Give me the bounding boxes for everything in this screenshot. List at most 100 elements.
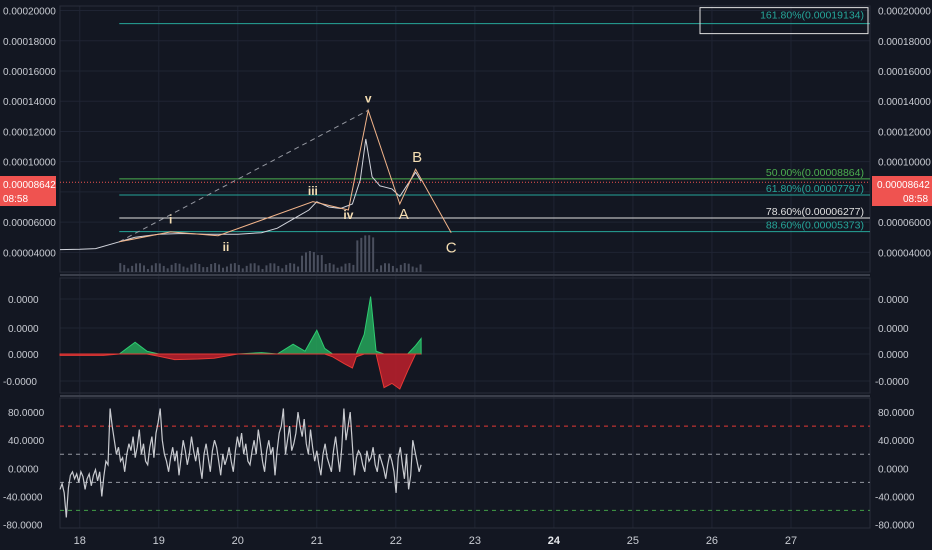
x-tick-label: 19 <box>153 535 165 547</box>
volume-bar <box>328 263 331 272</box>
price-panel[interactable]: 161.80%(0.00019134) 50.00%(0.00008864) 61.… <box>3 7 931 272</box>
volume-bar <box>395 268 398 272</box>
rsi-y-tick-label: 0.0000 <box>8 464 39 475</box>
volume-bar <box>324 264 327 272</box>
fib-level-label: 50.00%(0.00008864) <box>766 167 864 179</box>
volume-bar <box>202 267 205 272</box>
osc-y-tick-label: 0.0000 <box>8 350 39 361</box>
current-price-left: 0.00008642 <box>3 180 56 191</box>
volume-bar <box>281 268 284 272</box>
elliott-wave-path[interactable] <box>119 108 452 243</box>
volume-bar <box>249 263 252 272</box>
volume-bar <box>253 263 256 272</box>
x-tick-label: 25 <box>627 535 639 547</box>
volume-bar <box>241 268 244 272</box>
pane-border <box>59 397 871 529</box>
pane-border <box>59 277 871 394</box>
volume-bar <box>166 268 169 272</box>
osc-y-tick-label: 0.0000 <box>878 324 909 335</box>
volume-bar <box>308 251 311 272</box>
current-price-tag-right: 0.00008642 08:58 <box>872 176 932 206</box>
grid-lines <box>60 6 870 528</box>
volume-bar <box>304 252 307 272</box>
fib-level-label: 78.60%(0.00006277) <box>766 206 864 218</box>
volume-bar <box>344 263 347 272</box>
volume-bar <box>222 267 224 272</box>
osc-y-tick-label: 0.0000 <box>878 295 909 306</box>
rsi-y-tick-label: -40.0000 <box>3 492 43 503</box>
rsi-y-tick-label: 40.0000 <box>8 436 45 447</box>
volume-bar <box>198 264 201 272</box>
x-tick-label: 23 <box>469 535 481 547</box>
wave-label: iii <box>308 184 318 198</box>
volume-bar <box>190 264 193 272</box>
y-tick-label: 0.00004000 <box>878 248 931 259</box>
volume-bar <box>150 265 153 272</box>
osc-y-tick-label: 0.0000 <box>8 324 39 335</box>
volume-bar <box>320 255 323 272</box>
trend-line[interactable] <box>119 109 369 243</box>
pane-border <box>59 5 871 273</box>
fib-level-label: 88.60%(0.00005373) <box>766 220 864 232</box>
osc-y-axis-right: 0.0000 0.0000 0.0000 -0.0000 <box>875 295 909 388</box>
countdown-right: 08:58 <box>903 194 928 205</box>
oscillator-positive-area <box>60 296 422 355</box>
price-y-axis-left: 0.00020000 0.00018000 0.00016000 0.00014000… <box>3 7 56 260</box>
volume-bar <box>174 263 177 272</box>
x-tick-label: 18 <box>74 535 86 547</box>
volume-bar <box>158 263 161 272</box>
volume-bar <box>131 265 134 272</box>
volume-bar <box>127 268 130 272</box>
y-tick-label: 0.00016000 <box>3 67 56 78</box>
osc-y-tick-label: 0.0000 <box>8 295 39 306</box>
volume-bar <box>384 263 386 272</box>
volume-bar <box>162 265 165 272</box>
price-line <box>59 138 422 251</box>
volume-bar <box>415 267 418 272</box>
volume-bar <box>214 263 217 272</box>
rsi-panel[interactable]: 80.0000 40.0000 0.0000 -40.0000 -80.0000 80.… <box>3 408 915 531</box>
y-tick-label: 0.00010000 <box>3 158 56 169</box>
rsi-y-axis-right: 80.0000 40.0000 0.0000 -40.0000 -80.0000 <box>875 408 915 531</box>
volume-bar <box>237 264 240 272</box>
oscillator-negative-area <box>59 353 422 390</box>
volume-bar <box>368 235 371 272</box>
time-axis[interactable]: 18 19 20 21 22 23 24 25 26 27 <box>74 535 797 547</box>
volume-bar <box>297 266 300 272</box>
rsi-y-tick-label: 40.0000 <box>878 436 915 447</box>
volume-bar <box>257 265 260 272</box>
countdown-left: 08:58 <box>3 194 28 205</box>
volume-bar <box>119 263 122 272</box>
x-tick-label: 27 <box>785 535 797 547</box>
fibonacci-levels: 161.80%(0.00019134) 50.00%(0.00008864) 61.… <box>119 7 870 233</box>
volume-bar <box>186 267 189 272</box>
rsi-y-tick-label: 80.0000 <box>878 408 915 419</box>
volume-bar <box>403 263 406 272</box>
rsi-y-tick-label: 0.0000 <box>878 464 909 475</box>
volume-bar <box>170 264 173 272</box>
volume-bar <box>301 255 304 272</box>
fib-extension-box[interactable] <box>699 7 869 35</box>
volume-bar <box>340 266 343 272</box>
y-tick-label: 0.00018000 <box>3 37 56 48</box>
x-tick-label: 20 <box>232 535 244 547</box>
volume-bar <box>146 268 149 272</box>
rsi-y-tick-label: -80.0000 <box>3 520 43 531</box>
x-tick-label: 21 <box>311 535 323 547</box>
wave-label: v <box>365 92 372 106</box>
price-y-axis-right: 0.00020000 0.00018000 0.00016000 0.00014000… <box>878 7 931 260</box>
volume-bar <box>411 266 414 272</box>
osc-y-axis-left: 0.0000 0.0000 0.0000 -0.0000 <box>3 295 39 388</box>
volume-bar <box>245 265 248 272</box>
volume-bar <box>261 268 264 272</box>
x-tick-label: 24 <box>548 535 561 547</box>
rsi-y-axis-left: 80.0000 40.0000 0.0000 -40.0000 -80.0000 <box>3 408 45 531</box>
osc-y-tick-label: -0.0000 <box>875 377 909 388</box>
volume-bar <box>372 237 375 272</box>
wave-label: iv <box>343 208 353 222</box>
volume-bar <box>399 264 402 272</box>
volume-bar <box>269 263 272 272</box>
x-tick-label: 26 <box>706 535 718 547</box>
